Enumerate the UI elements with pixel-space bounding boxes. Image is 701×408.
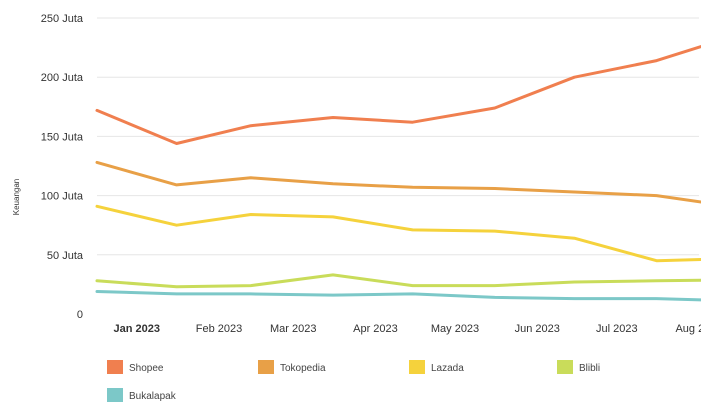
legend-swatch-shopee <box>107 360 123 374</box>
series-line-tokopedia <box>95 160 701 204</box>
legend-swatch-bukalapak <box>107 388 123 402</box>
y-tick-label: 200 Juta <box>41 72 84 84</box>
series-line-blibli <box>95 273 701 289</box>
x-tick-label: Jul 2023 <box>596 323 638 335</box>
x-tick-label: Apr 2023 <box>353 323 398 335</box>
y-tick-label: 250 Juta <box>41 13 84 25</box>
legend-label-shopee: Shopee <box>129 363 164 374</box>
y-tick-label: 150 Juta <box>41 131 84 143</box>
series-line-bukalapak <box>95 290 701 302</box>
y-tick-label: 50 Juta <box>47 250 84 262</box>
y-axis-title: Keuangan <box>12 179 21 215</box>
series-line-shopee <box>95 44 701 145</box>
x-tick-label: Aug 2023 <box>675 323 701 335</box>
legend-swatch-lazada <box>409 360 425 374</box>
legend-label-tokopedia: Tokopedia <box>280 363 326 374</box>
legend: Shopee Tokopedia Lazada Blibli Bukalapak <box>107 360 600 402</box>
x-tick-label: Jun 2023 <box>515 323 560 335</box>
y-tick-label: 100 Juta <box>41 191 84 203</box>
y-tick-label: 0 <box>77 309 83 321</box>
legend-label-blibli: Blibli <box>579 363 600 374</box>
x-axis: Jan 2023 Feb 2023 Mar 2023 Apr 2023 May 2023… <box>114 323 701 335</box>
x-tick-label: Jan 2023 <box>114 323 160 335</box>
x-tick-label: Feb 2023 <box>196 323 242 335</box>
legend-label-bukalapak: Bukalapak <box>129 391 177 402</box>
series-line-lazada <box>95 204 701 263</box>
legend-swatch-blibli <box>557 360 573 374</box>
grid <box>97 17 699 256</box>
series-lines <box>95 44 701 302</box>
legend-swatch-tokopedia <box>258 360 274 374</box>
x-tick-label: May 2023 <box>431 323 479 335</box>
legend-label-lazada: Lazada <box>431 363 464 374</box>
x-tick-label: Mar 2023 <box>270 323 316 335</box>
y-axis: 0 50 Juta 100 Juta 150 Juta 200 Juta 250 Juta <box>41 13 84 321</box>
